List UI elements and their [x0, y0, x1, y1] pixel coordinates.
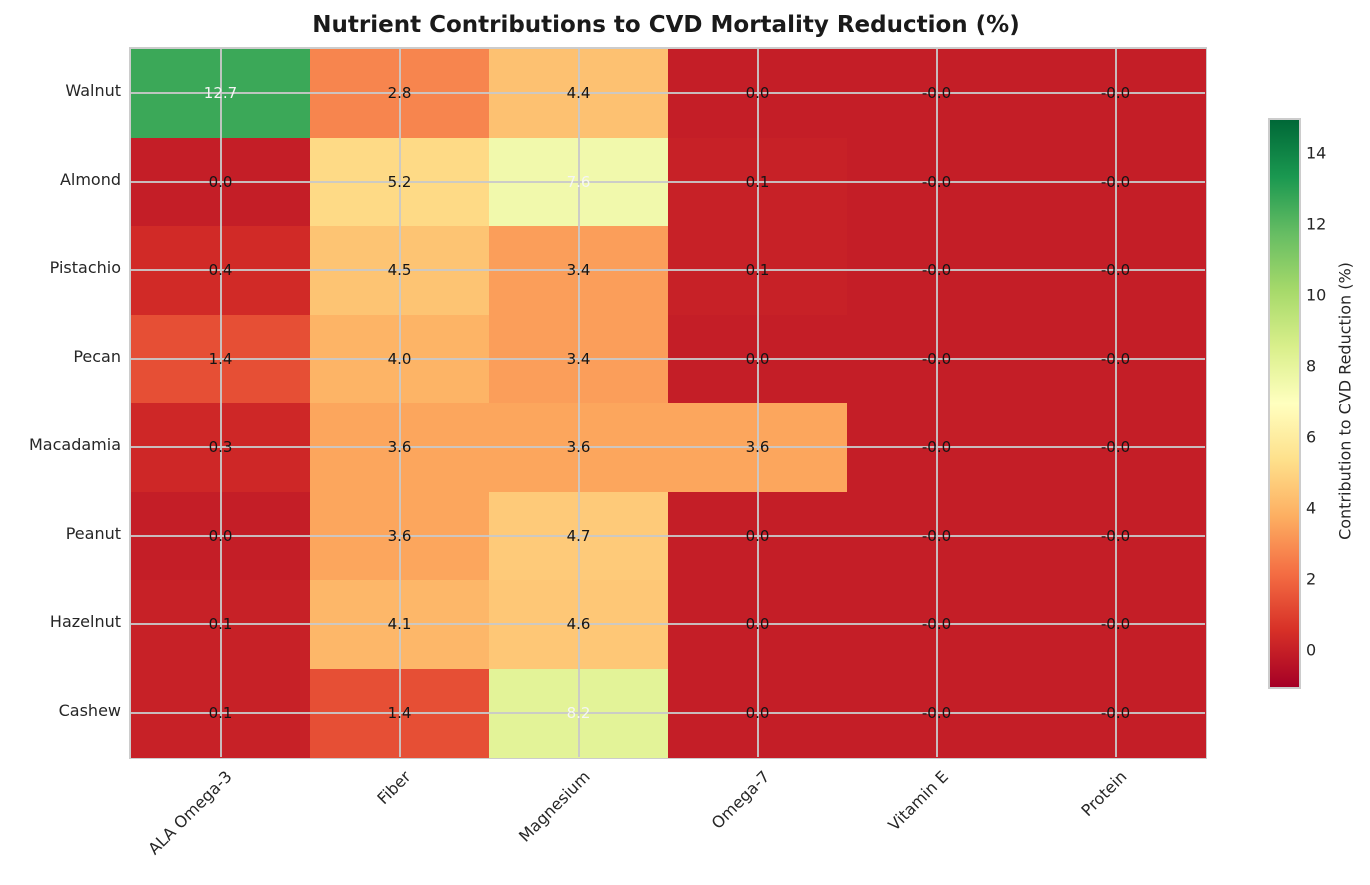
cell-value-annotation: 0.1: [745, 172, 770, 191]
cell-value-annotation: -0.0: [921, 615, 952, 634]
cell-value-annotation: 0.4: [208, 261, 233, 280]
colorbar-tick-label: 0: [1306, 640, 1317, 660]
cell-value-annotation: 4.1: [387, 615, 412, 634]
cell-value-annotation: -0.0: [1100, 526, 1131, 545]
chart-title: Nutrient Contributions to CVD Mortality …: [312, 12, 1020, 38]
cell-value-annotation: 0.0: [745, 615, 770, 634]
cell-value-annotation: 12.7: [203, 84, 238, 103]
cell-value-annotation: -0.0: [921, 84, 952, 103]
cell-value-annotation: 1.4: [387, 703, 412, 722]
colorbar: [1268, 118, 1301, 689]
gridline-vertical: [935, 49, 938, 757]
colorbar-tick-label: 4: [1306, 498, 1317, 518]
colorbar-tick-label: 10: [1306, 285, 1327, 305]
gridline-vertical: [219, 49, 222, 757]
cell-value-annotation: 0.0: [745, 526, 770, 545]
column-label: ALA Omega-3: [144, 767, 236, 859]
cell-value-annotation: 3.4: [566, 261, 591, 280]
row-label: Pistachio: [49, 258, 121, 278]
cell-value-annotation: -0.0: [1100, 261, 1131, 280]
cell-value-annotation: -0.0: [921, 526, 952, 545]
column-label: Fiber: [373, 767, 415, 809]
cell-value-annotation: 5.2: [387, 172, 412, 191]
gridline-vertical: [577, 49, 580, 757]
cell-value-annotation: 1.4: [208, 349, 233, 368]
cell-value-annotation: 0.0: [208, 172, 233, 191]
row-label: Almond: [59, 169, 121, 189]
cell-value-annotation: 0.0: [745, 84, 770, 103]
gridline-vertical: [1114, 49, 1117, 757]
cell-value-annotation: -0.0: [1100, 84, 1131, 103]
cell-value-annotation: -0.0: [921, 261, 952, 280]
gridline-horizontal: [131, 623, 1205, 626]
gridline-horizontal: [131, 357, 1205, 360]
gridline-horizontal: [131, 711, 1205, 714]
cell-value-annotation: -0.0: [1100, 615, 1131, 634]
gridline-horizontal: [131, 180, 1205, 183]
cell-value-annotation: 7.6: [566, 172, 591, 191]
row-label: Cashew: [58, 700, 121, 720]
column-label: Omega-7: [707, 767, 773, 833]
cell-value-annotation: 3.6: [566, 438, 591, 457]
cell-value-annotation: 2.8: [387, 84, 412, 103]
colorbar-tick-label: 14: [1306, 143, 1327, 163]
colorbar-tick-label: 2: [1306, 569, 1317, 589]
cell-value-annotation: 0.1: [745, 261, 770, 280]
cell-value-annotation: 4.5: [387, 261, 412, 280]
heatmap-plot-area: 12.7 2.8 4.4 0.0 -0.0 -0.0 0.0 5.2 7.6 0.1 -0.0 -0.…: [129, 47, 1207, 759]
gridline-horizontal: [131, 534, 1205, 537]
cell-value-annotation: 8.2: [566, 703, 591, 722]
cell-value-annotation: 0.1: [208, 615, 233, 634]
gridline-horizontal: [131, 446, 1205, 449]
gridline-horizontal: [131, 269, 1205, 272]
cell-value-annotation: 3.6: [387, 526, 412, 545]
cell-value-annotation: 4.4: [566, 84, 591, 103]
row-label: Pecan: [73, 346, 121, 366]
cell-value-annotation: -0.0: [921, 438, 952, 457]
colorbar-axis-label: Contribution to CVD Reduction (%): [1335, 262, 1355, 540]
cell-value-annotation: 0.0: [745, 703, 770, 722]
row-label: Macadamia: [28, 435, 121, 455]
cell-value-annotation: 3.4: [566, 349, 591, 368]
cell-value-annotation: -0.0: [1100, 703, 1131, 722]
cell-value-annotation: -0.0: [1100, 438, 1131, 457]
cell-value-annotation: 4.6: [566, 615, 591, 634]
cell-value-annotation: -0.0: [1100, 349, 1131, 368]
cell-value-annotation: 0.1: [208, 703, 233, 722]
cell-value-annotation: -0.0: [921, 703, 952, 722]
row-label: Hazelnut: [49, 612, 121, 632]
gridline-horizontal: [131, 92, 1205, 95]
column-label: Protein: [1077, 767, 1131, 821]
cell-value-annotation: 4.0: [387, 349, 412, 368]
column-label: Magnesium: [515, 767, 594, 846]
colorbar-tick-label: 12: [1306, 214, 1327, 234]
column-label: Vitamin E: [884, 767, 952, 835]
gridline-vertical: [398, 49, 401, 757]
row-label: Walnut: [65, 81, 121, 101]
cell-value-annotation: 4.7: [566, 526, 591, 545]
gridline-vertical: [756, 49, 759, 757]
cell-value-annotation: 0.0: [745, 349, 770, 368]
cell-value-annotation: -0.0: [921, 349, 952, 368]
cell-value-annotation: -0.0: [1100, 172, 1131, 191]
row-label: Peanut: [65, 523, 121, 543]
cell-value-annotation: 0.3: [208, 438, 233, 457]
cell-value-annotation: 3.6: [745, 438, 770, 457]
cell-value-annotation: 0.0: [208, 526, 233, 545]
colorbar-tick-label: 6: [1306, 427, 1317, 447]
cell-value-annotation: 3.6: [387, 438, 412, 457]
colorbar-tick-label: 8: [1306, 356, 1317, 376]
cell-value-annotation: -0.0: [921, 172, 952, 191]
